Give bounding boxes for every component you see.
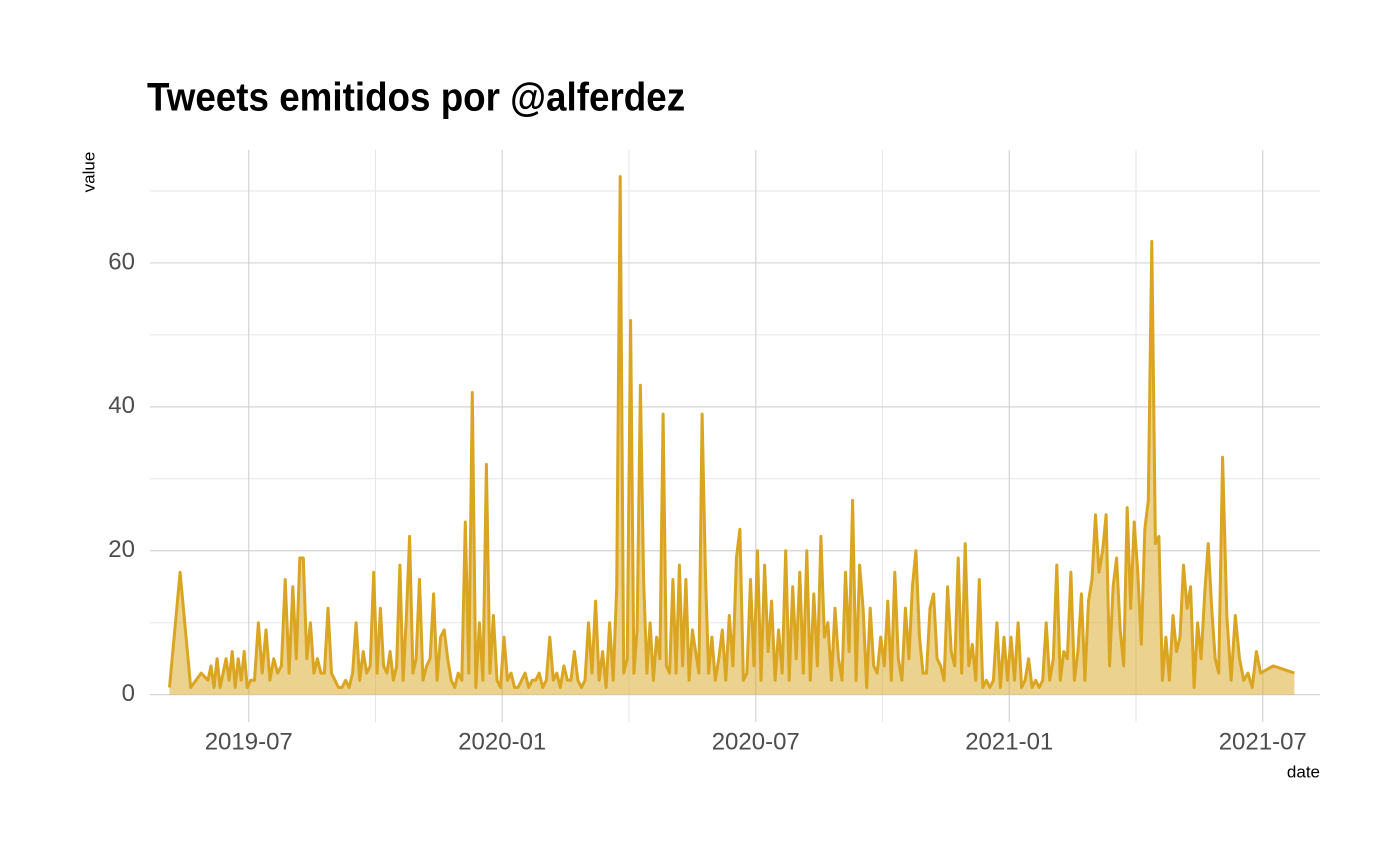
y-tick-label: 0 — [122, 680, 135, 707]
y-axis-label: value — [79, 152, 98, 193]
y-tick-label: 40 — [108, 392, 135, 419]
chart-title: Tweets emitidos por @alferdez — [147, 75, 685, 120]
area — [169, 176, 1295, 695]
y-tick-label: 60 — [108, 248, 135, 275]
x-tick-label: 2020-07 — [712, 728, 800, 755]
x-axis-label: date — [1287, 762, 1320, 781]
x-tick-label: 2021-01 — [965, 728, 1053, 755]
x-tick-label: 2019-07 — [205, 728, 293, 755]
y-tick-label: 20 — [108, 536, 135, 563]
line — [168, 175, 1295, 689]
x-tick-label: 2021-07 — [1219, 728, 1307, 755]
x-tick-label: 2020-01 — [458, 728, 546, 755]
